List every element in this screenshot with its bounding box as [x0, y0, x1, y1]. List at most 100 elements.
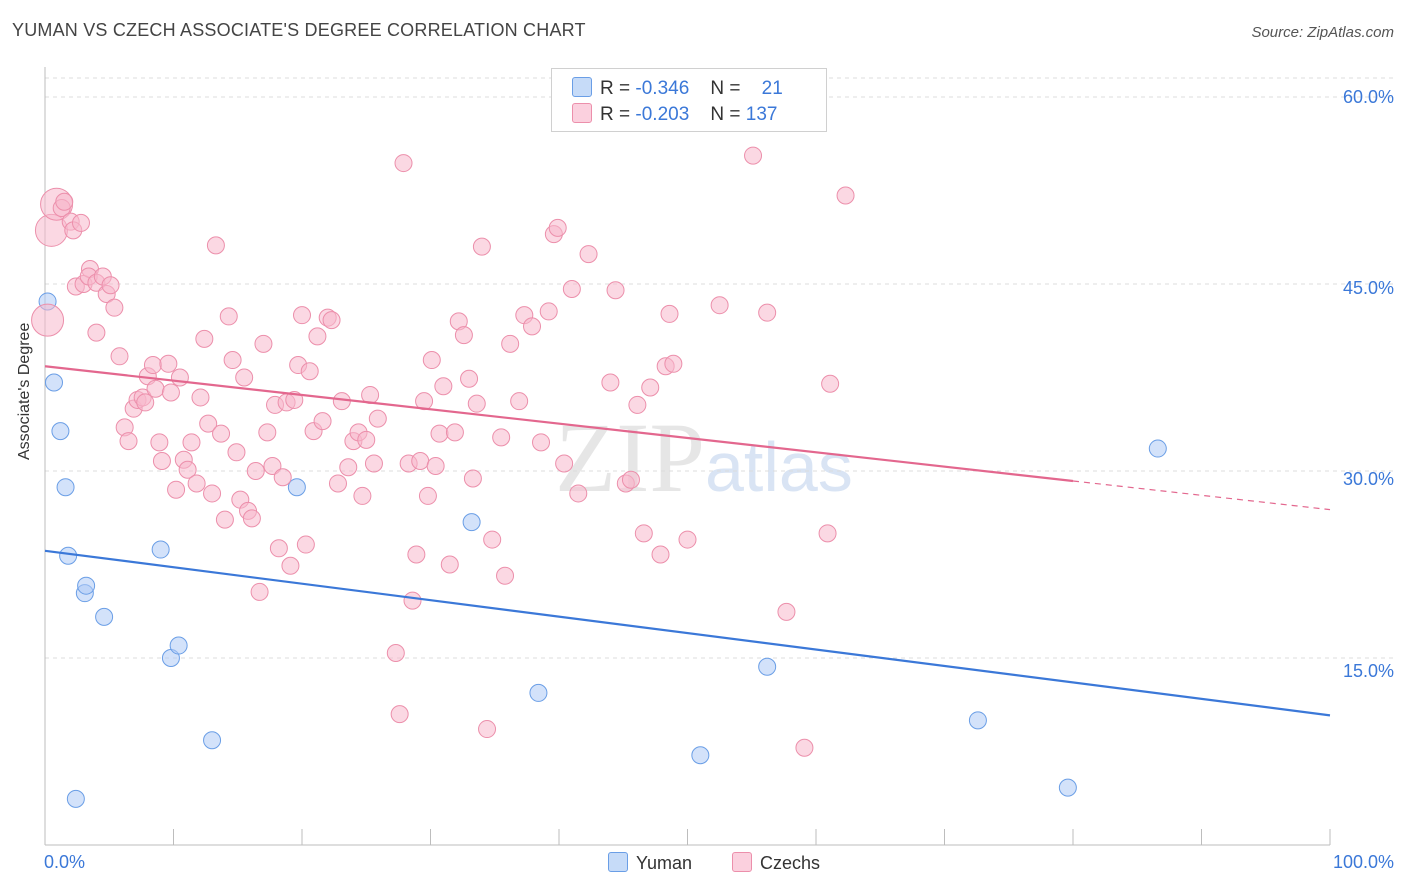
y-axis-label: Associate's Degree [16, 322, 33, 460]
point-yuman [691, 746, 710, 765]
point-czechs [178, 460, 197, 479]
point-czechs [651, 545, 670, 564]
chart-title: YUMAN VS CZECH ASSOCIATE'S DEGREE CORREL… [12, 20, 586, 40]
legend-r-value-czechs: -0.203 [635, 104, 690, 125]
point-czechs [562, 279, 581, 298]
point-czechs [167, 480, 186, 499]
legend-r-value-yuman: -0.346 [635, 78, 690, 99]
point-czechs [411, 452, 430, 471]
point-czechs [523, 317, 542, 336]
point-czechs [258, 423, 277, 442]
point-czechs [101, 276, 120, 295]
point-czechs [273, 468, 292, 487]
point-czechs [532, 433, 551, 452]
point-czechs [150, 433, 169, 452]
point-czechs [483, 530, 502, 549]
point-czechs [368, 409, 387, 428]
point-czechs [293, 306, 311, 325]
point-czechs [195, 329, 214, 348]
trendline-yuman [44, 549, 1331, 717]
legend-n-value-yuman: 21 [761, 78, 783, 99]
point-czechs [422, 351, 441, 370]
point-czechs [821, 374, 840, 393]
legend-swatch-czechs [572, 103, 592, 123]
point-czechs [454, 326, 473, 345]
point-czechs [777, 602, 796, 621]
point-czechs [242, 509, 261, 528]
point-czechs [744, 146, 763, 165]
point-czechs [182, 433, 201, 452]
trendline-dashed-czechs [1072, 480, 1331, 511]
point-yuman [1148, 439, 1167, 458]
point-czechs [300, 362, 319, 381]
bottom-legend-swatch-yuman [608, 852, 628, 872]
point-czechs [678, 530, 697, 549]
point-yuman [151, 540, 170, 559]
point-czechs [407, 545, 426, 564]
x-tick-label-100: 100.0% [1332, 852, 1394, 872]
point-czechs [386, 644, 405, 663]
point-czechs [601, 373, 620, 392]
point-yuman [95, 607, 114, 626]
point-czechs [206, 236, 225, 255]
point-czechs [795, 738, 814, 757]
point-czechs [285, 390, 304, 409]
bottom-legend-swatch-czechs [732, 852, 752, 872]
point-czechs [492, 428, 511, 447]
point-czechs [364, 454, 383, 473]
legend-r-label: R = [600, 78, 631, 99]
bottom-legend-label-czechs: Czechs [760, 853, 821, 873]
point-yuman [529, 683, 548, 702]
y-tick-label-45: 45.0% [1342, 278, 1394, 298]
point-czechs [146, 379, 165, 398]
bottom-legend-yuman: Yuman [608, 852, 692, 874]
point-czechs [548, 218, 567, 237]
point-czechs [322, 311, 341, 330]
bottom-legend-label-yuman: Yuman [636, 853, 693, 873]
point-czechs [496, 566, 515, 585]
legend-row-czechs: R = -0.203 N = 137 [572, 103, 777, 125]
point-czechs [227, 443, 246, 462]
legend-n-label: N = [710, 104, 741, 125]
point-czechs [254, 334, 273, 353]
chart-source: Source: ZipAtlas.com [1251, 24, 1394, 41]
point-czechs [394, 154, 413, 173]
point-yuman [1058, 778, 1077, 797]
point-czechs [332, 392, 351, 411]
point-czechs [710, 296, 729, 315]
point-yuman [66, 789, 85, 808]
point-czechs [313, 412, 332, 431]
point-czechs [628, 395, 647, 414]
point-czechs [235, 368, 254, 387]
point-czechs [501, 334, 520, 353]
point-czechs [478, 720, 497, 739]
point-czechs [223, 351, 242, 370]
point-czechs [634, 524, 653, 543]
point-yuman [59, 546, 78, 565]
point-czechs [281, 556, 300, 575]
point-czechs [467, 394, 486, 413]
x-tick-label-0: 0.0% [44, 852, 86, 872]
point-czechs [569, 484, 588, 503]
y-tick-label-60: 60.0% [1342, 87, 1394, 107]
watermark-atlas: atlas [705, 428, 853, 506]
point-czechs [539, 302, 558, 321]
legend-row-yuman: R = -0.346 N = 21 [572, 77, 783, 99]
point-czechs [510, 392, 529, 411]
point-czechs [170, 368, 189, 387]
point-yuman [44, 373, 63, 392]
point-czechs [390, 705, 409, 724]
legend-n-value-czechs: 137 [745, 104, 778, 125]
point-czechs [758, 303, 777, 322]
y-tick-label-15: 15.0% [1342, 661, 1394, 681]
point-czechs [818, 524, 837, 543]
point-czechs [119, 432, 138, 451]
point-czechs [212, 424, 231, 443]
point-czechs [403, 591, 422, 610]
point-czechs [579, 245, 598, 264]
point-czechs [143, 356, 162, 375]
bottom-legend-czechs: Czechs [732, 852, 820, 874]
point-czechs [621, 470, 640, 489]
trendline-czechs [44, 365, 1074, 483]
point-czechs [664, 354, 683, 373]
